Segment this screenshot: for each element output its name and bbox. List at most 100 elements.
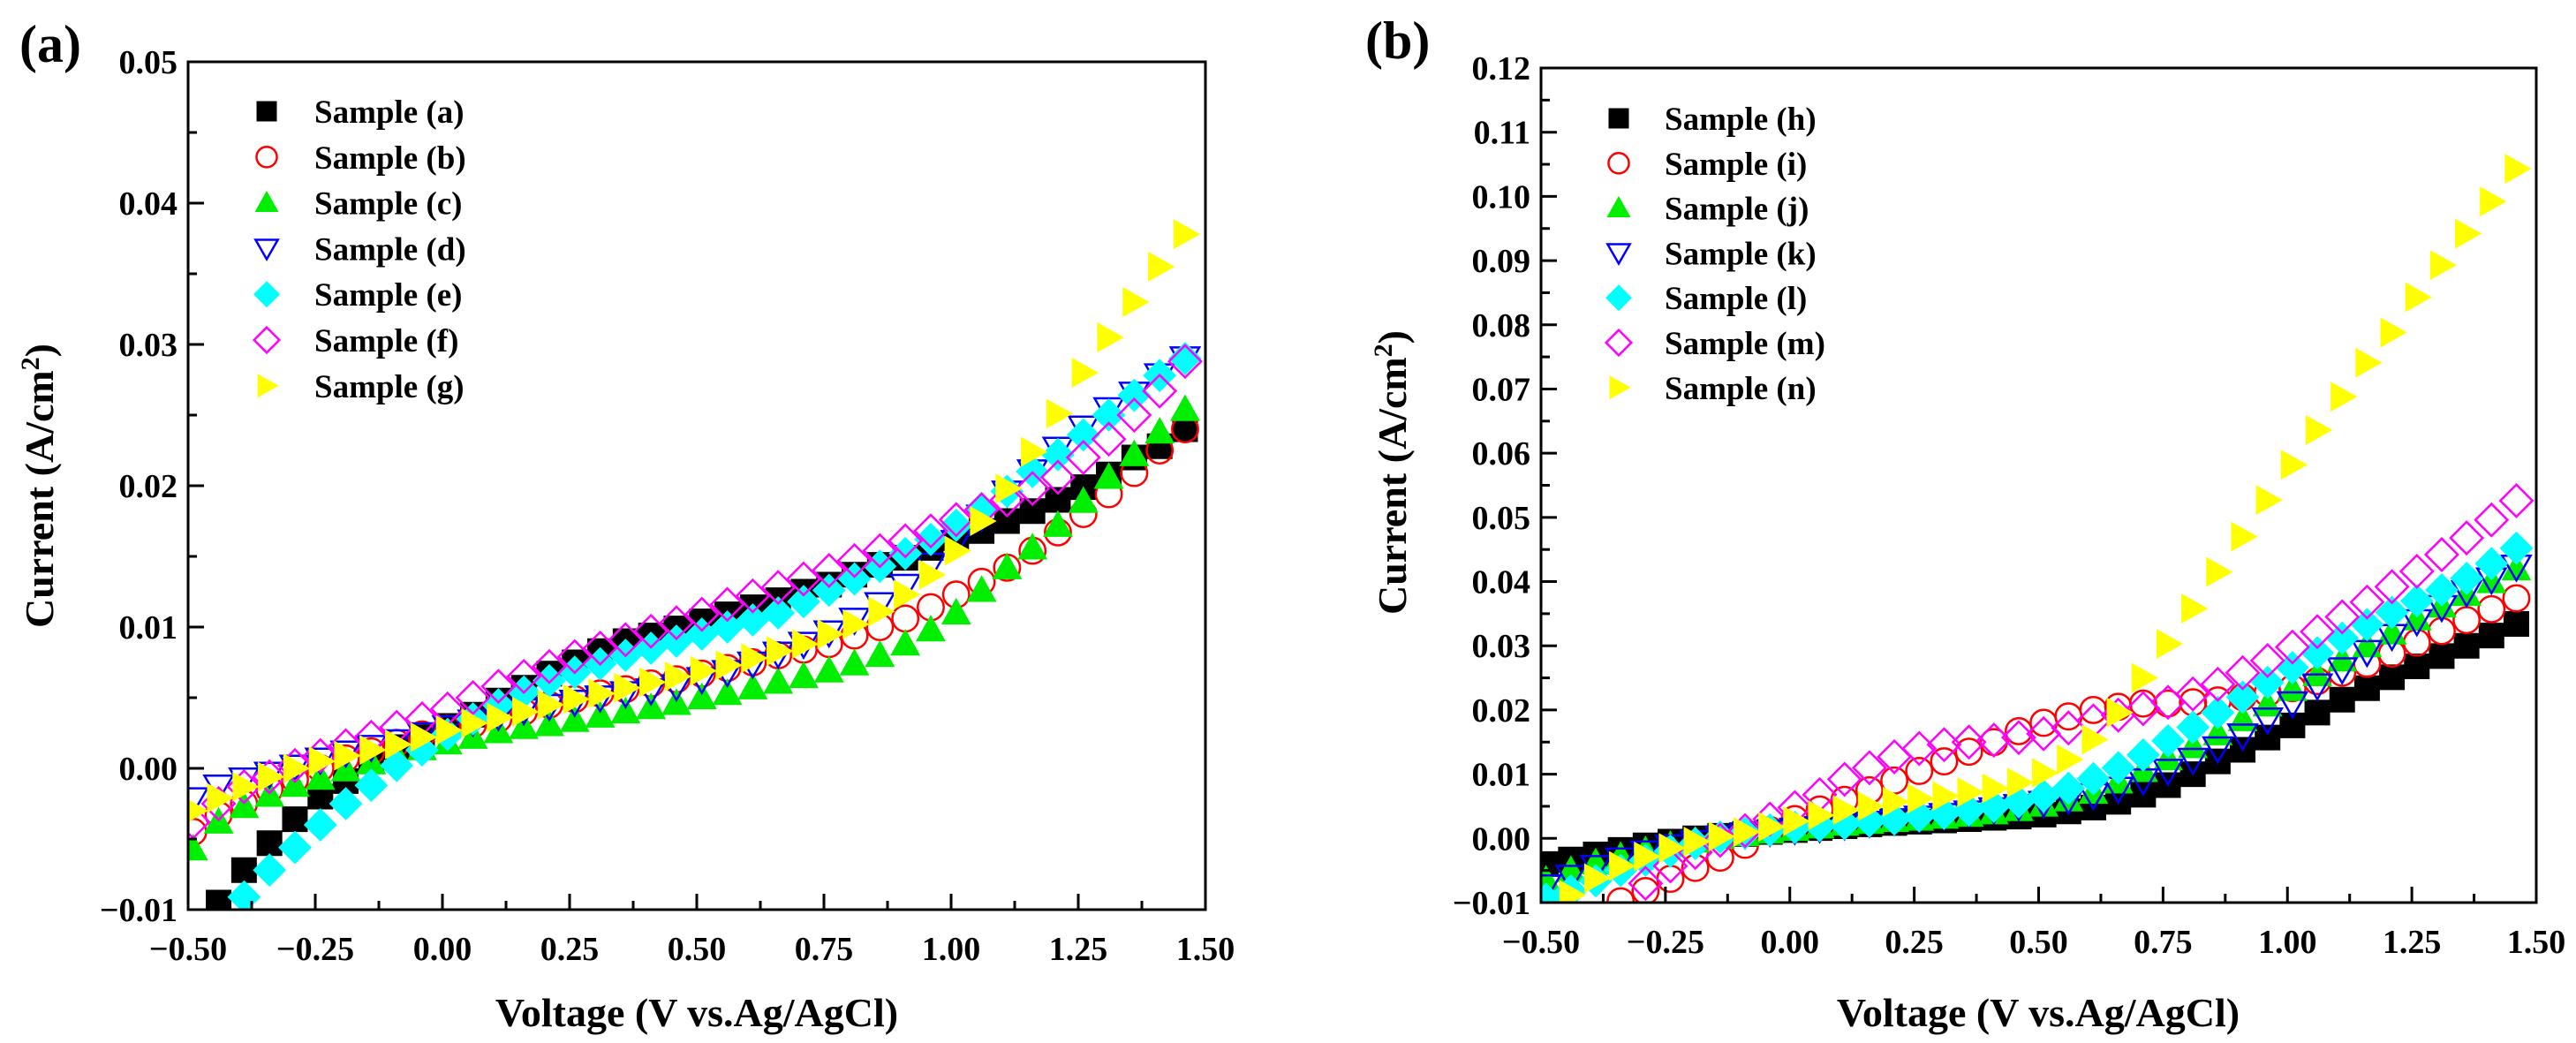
y-tick-label: −0.01	[100, 892, 178, 929]
data-point	[512, 697, 540, 727]
data-point	[1041, 437, 1075, 472]
data-point	[1170, 394, 1200, 421]
data-point	[2449, 520, 2485, 556]
legend-marker-icon	[1609, 375, 1631, 400]
data-point	[188, 787, 210, 816]
data-point	[712, 678, 743, 706]
legend-marker-icon	[1606, 195, 1631, 217]
data-point	[2252, 689, 2283, 717]
data-point	[2305, 415, 2333, 445]
data-point	[563, 684, 590, 714]
y-tick-label: 0.04	[1472, 564, 1531, 601]
data-point	[868, 596, 895, 627]
x-tick-label: 1.50	[1176, 931, 1235, 968]
data-point	[2300, 636, 2334, 670]
data-point	[2176, 747, 2210, 776]
data-point	[2277, 674, 2308, 701]
y-tick-label: 0.01	[119, 609, 178, 646]
y-axis-title-superscript: 2	[16, 357, 45, 370]
data-point	[2324, 599, 2361, 635]
legend: Sample (h) Sample (i) Sample (j) Sample (k)…	[1604, 102, 1825, 407]
data-point	[2106, 697, 2134, 728]
legend-label: Sample (j)	[1665, 192, 1809, 228]
series-sample-e	[227, 342, 1202, 910]
data-point	[2499, 531, 2534, 565]
data-point	[1019, 498, 1046, 525]
data-point	[760, 570, 797, 606]
data-point	[2404, 653, 2430, 679]
data-point	[2202, 718, 2233, 745]
legend-label: Sample (b)	[314, 140, 466, 177]
data-point	[2181, 593, 2209, 624]
data-point	[1119, 439, 1150, 466]
data-point	[1733, 817, 1761, 847]
data-point	[1634, 841, 1661, 872]
y-tick-label: 0.11	[1474, 115, 1530, 152]
data-point	[761, 596, 796, 630]
legend-marker-icon	[1607, 152, 1630, 175]
data-point	[1117, 378, 1152, 412]
data-point	[2131, 662, 2158, 693]
x-axis-title-a: Voltage (V vs.Ag/AgCl)	[495, 990, 898, 1035]
data-point	[480, 669, 517, 705]
data-point	[1957, 777, 1984, 807]
data-point	[1097, 322, 1124, 352]
data-point	[2249, 642, 2285, 678]
data-point	[995, 473, 1023, 504]
data-point	[1093, 462, 1124, 489]
legend-item: Sample (d)	[253, 231, 466, 268]
y-tick-label: 0.03	[119, 327, 178, 364]
data-point	[789, 661, 819, 689]
data-point	[2279, 712, 2306, 738]
data-point	[767, 636, 794, 667]
data-point	[2480, 186, 2507, 217]
data-point	[2151, 723, 2185, 758]
data-point	[282, 806, 308, 833]
data-point	[2329, 686, 2355, 713]
data-point	[862, 533, 898, 569]
y-tick-label: 0.02	[1472, 692, 1531, 729]
legend-marker-icon	[1605, 243, 1632, 267]
data-layer	[1541, 154, 2534, 903]
data-point	[2032, 758, 2059, 789]
data-point	[487, 702, 514, 733]
legend-label: Sample (n)	[1665, 371, 1817, 407]
data-point	[2504, 154, 2532, 185]
x-tick-label: 0.75	[795, 931, 854, 968]
data-point	[737, 672, 768, 699]
legend-item: Sample (b)	[255, 140, 466, 177]
data-point	[1068, 486, 1099, 513]
series-sample-n	[1559, 154, 2532, 903]
data-point	[817, 619, 844, 649]
data-point	[1832, 795, 1860, 826]
data-point	[2225, 680, 2260, 714]
legend-marker-icon	[256, 101, 277, 122]
data-point	[354, 768, 389, 803]
data-point	[918, 559, 947, 590]
data-point	[303, 808, 337, 842]
data-point	[1954, 737, 1983, 767]
data-point	[359, 735, 387, 766]
data-point	[813, 655, 844, 683]
data-point	[1631, 876, 1660, 903]
data-point	[2255, 724, 2281, 751]
data-point	[1656, 865, 1685, 894]
data-point	[614, 672, 641, 703]
data-point	[2005, 716, 2033, 745]
x-tick-label: 0.25	[540, 931, 600, 968]
data-point	[2352, 631, 2383, 658]
data-point	[865, 639, 895, 668]
data-point	[1628, 865, 1664, 902]
data-point	[1065, 440, 1101, 475]
y-axis-title-superscript: 2	[1369, 344, 1398, 357]
data-point	[684, 596, 720, 632]
data-point	[2300, 673, 2334, 702]
legend-label: Sample (c)	[314, 186, 463, 223]
data-point	[385, 729, 412, 760]
data-point	[709, 586, 745, 623]
data-point	[894, 579, 921, 610]
x-tick-label: 1.00	[2258, 924, 2317, 961]
y-tick-label: 0.12	[1472, 50, 1531, 87]
data-point	[380, 748, 414, 782]
